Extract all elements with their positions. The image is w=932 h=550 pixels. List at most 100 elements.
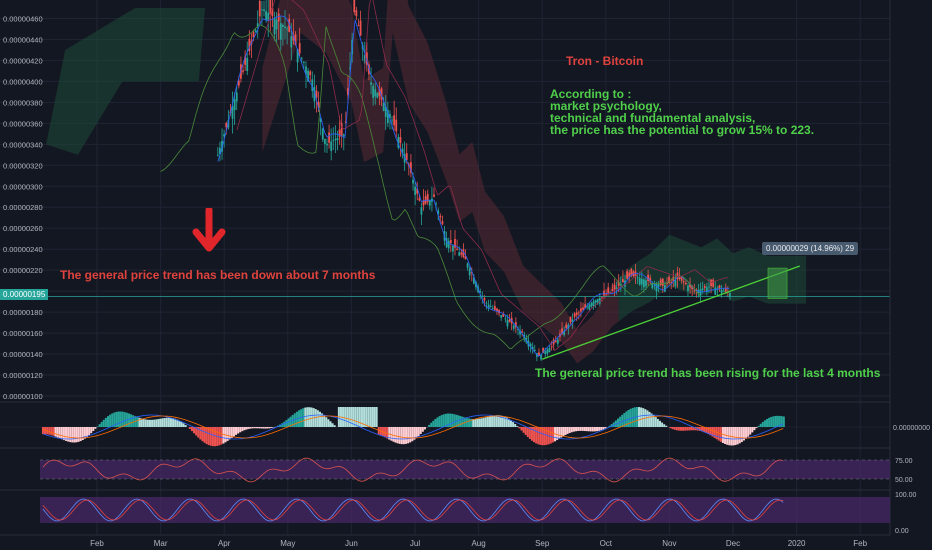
x-tick-label: May — [280, 539, 295, 548]
histogram-bar — [677, 427, 680, 431]
histogram-bar — [169, 417, 172, 427]
candle-body — [577, 312, 580, 314]
histogram-bar — [719, 427, 722, 442]
candle-body — [393, 115, 396, 126]
histogram-bar — [157, 419, 160, 427]
histogram-bar — [266, 427, 269, 429]
candle-body — [237, 80, 240, 86]
histogram-bar — [623, 413, 626, 427]
down-arrow-icon — [192, 208, 226, 252]
histogram-bar — [734, 427, 737, 446]
histogram-bar — [148, 419, 151, 427]
candle-body — [674, 280, 677, 287]
histogram-bar — [533, 427, 536, 443]
candle-body — [613, 284, 616, 290]
histogram-bar — [48, 427, 51, 435]
histogram-bar — [679, 427, 682, 431]
candle-body — [645, 280, 647, 287]
histogram-bar — [467, 418, 470, 427]
candle-body — [607, 287, 610, 294]
time-axis[interactable]: Feb Mar Apr May Jun Jul Aug Sep Oct Nov Dec 2020 Feb — [90, 539, 868, 548]
histogram-bar — [562, 427, 565, 437]
histogram-bar — [218, 427, 221, 446]
x-tick-label: Sep — [535, 539, 550, 548]
candle-body — [422, 200, 425, 206]
candle-body — [657, 284, 660, 287]
candle-body — [569, 316, 572, 323]
histogram-bar — [661, 422, 664, 427]
histogram-bar — [94, 427, 97, 429]
candle-body — [647, 274, 649, 281]
candle-body — [378, 89, 381, 97]
candle-body — [626, 271, 629, 279]
candle-body — [651, 282, 654, 289]
candle-body — [661, 278, 664, 286]
candle-body — [349, 67, 351, 70]
histogram-bar — [646, 410, 649, 427]
candle-body — [372, 85, 375, 98]
candle-body — [319, 118, 322, 122]
histogram-bar — [776, 415, 779, 427]
candle-body — [720, 290, 723, 294]
candle-body — [521, 331, 524, 333]
candle-body — [565, 324, 568, 329]
histogram-bar — [763, 420, 766, 427]
histogram-bar — [436, 417, 439, 427]
x-tick-label: Aug — [471, 539, 485, 548]
stoch-k-line — [42, 498, 784, 522]
histogram-bar — [121, 411, 124, 427]
candle-body — [216, 154, 219, 156]
candle-body — [655, 283, 658, 292]
candle-body — [475, 281, 477, 288]
histogram-bar — [130, 414, 133, 427]
candle-body — [439, 215, 442, 218]
histogram-bar — [104, 417, 107, 427]
histogram-bar — [237, 427, 240, 434]
histogram-bar — [352, 407, 355, 427]
histogram-bar — [77, 427, 80, 442]
histogram-bar — [715, 427, 718, 440]
candle-body — [512, 325, 515, 329]
y-tick-label: 0.00000160 — [3, 329, 43, 338]
candle-body — [483, 297, 486, 301]
histogram-bar — [686, 427, 689, 431]
candle-body — [672, 277, 675, 282]
histogram-bar — [587, 427, 590, 432]
histogram-bar — [176, 419, 179, 427]
candle-body — [244, 56, 247, 65]
candle-body — [485, 302, 488, 304]
candle-body — [435, 203, 438, 205]
histogram-bar — [652, 415, 655, 427]
histogram-bar — [327, 419, 330, 427]
y-tick-label: 0.00000400 — [3, 77, 43, 86]
candle-body — [290, 36, 293, 48]
price-axis[interactable]: 0.00000460 0.00000440 0.00000420 0.00000400… — [3, 0, 932, 550]
candle-body — [622, 279, 624, 283]
candle-body — [598, 297, 601, 304]
histogram-bar — [188, 427, 191, 429]
histogram-bar — [199, 427, 202, 440]
histogram-bar — [203, 427, 206, 443]
histogram-bar — [243, 427, 246, 431]
candle-body — [514, 322, 517, 328]
candle-body — [470, 272, 473, 273]
candle-body — [493, 306, 496, 310]
histogram-bar — [415, 427, 418, 438]
histogram-bar — [245, 427, 248, 430]
candle-body — [701, 288, 704, 290]
histogram-bar — [220, 427, 223, 445]
histogram-bar — [73, 427, 76, 443]
histogram-bar — [449, 413, 452, 427]
histogram-bar — [71, 427, 74, 443]
x-tick-label: Oct — [600, 539, 613, 548]
candle-body — [592, 301, 595, 307]
histogram-bar — [617, 418, 620, 427]
candle-body — [286, 28, 289, 30]
histogram-bar — [709, 427, 712, 436]
candle-body — [491, 308, 494, 309]
candle-body — [472, 277, 475, 284]
histogram-bar — [289, 416, 292, 427]
y-tick-label: 0.00000220 — [3, 266, 43, 275]
candle-body — [265, 11, 268, 21]
